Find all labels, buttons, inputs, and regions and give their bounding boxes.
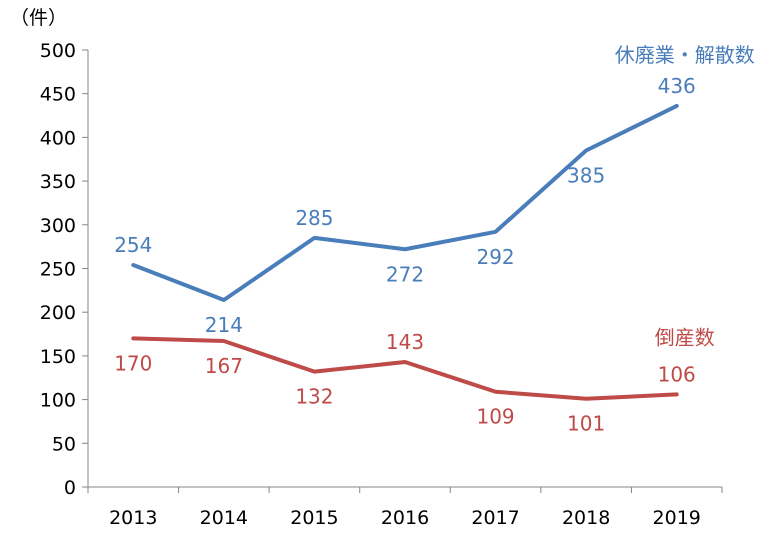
data-label: 285 [295,206,333,230]
data-label: 143 [386,330,424,354]
series-name-label: 休廃業・解散数 [615,43,755,67]
y-tick-label: 150 [40,346,76,368]
x-tick-label: 2014 [200,507,248,529]
y-tick-label: 100 [40,390,76,412]
data-label: 167 [205,354,243,378]
y-tick-label: 400 [40,127,76,149]
data-labels: 254 214 285 272 292 385 436 休廃業・解散数 170 167 132 143… [114,43,755,436]
x-tick-label: 2013 [109,507,157,529]
x-tick-label: 2015 [290,507,338,529]
data-label: 101 [567,412,605,436]
x-tick-label: 2018 [562,507,610,529]
axes: 0 50 100 150 200 250 300 350 400 450 500 2013 2014 20… [40,40,723,529]
data-label: 109 [476,405,514,429]
series-lines [131,103,679,401]
y-tick-label: 250 [40,259,76,281]
x-tick-label: 2016 [381,507,429,529]
data-label: 254 [114,233,152,257]
data-label: 214 [205,313,243,337]
y-tick-label: 50 [52,433,76,455]
y-tick-label: 200 [40,302,76,324]
series-line-1 [131,103,679,302]
y-axis-unit-label: （件） [10,7,67,29]
data-label: 170 [114,351,152,375]
x-tick-label: 2019 [653,507,701,529]
y-tick-label: 350 [40,171,76,193]
y-tick-label: 300 [40,215,76,237]
data-label: 106 [658,362,696,386]
y-tick-label: 500 [40,40,76,62]
series-line-2 [131,336,679,401]
data-label: 292 [476,245,514,269]
y-tick-label: 450 [40,84,76,106]
data-label: 272 [386,262,424,286]
data-label: 436 [658,74,696,98]
data-label: 385 [567,164,605,188]
data-label: 132 [295,385,333,409]
series-name-label: 倒産数 [655,325,715,349]
x-tick-label: 2017 [471,507,519,529]
y-tick-label: 0 [64,477,76,499]
